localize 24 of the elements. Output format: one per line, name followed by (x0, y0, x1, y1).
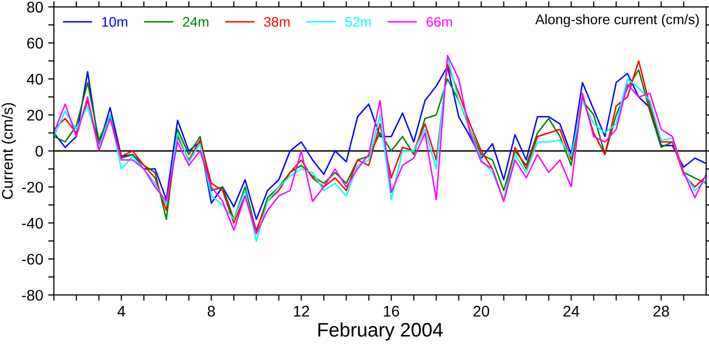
x-tick-label: 16 (384, 306, 400, 317)
y-tick-label: 0 (36, 146, 43, 157)
legend-label: 66m (426, 16, 452, 27)
y-axis-title: Current (cm/s) (2, 103, 16, 199)
legend-label: 24m (182, 16, 208, 27)
legend-label: 38m (264, 16, 290, 27)
x-axis-title: February 2004 (318, 322, 443, 341)
y-tick-label: 60 (27, 38, 43, 49)
x-tick-label: 4 (117, 306, 126, 316)
x-tick-label: 8 (208, 306, 215, 317)
y-tick-label: 40 (26, 74, 43, 85)
x-tick-label: 24 (563, 306, 580, 316)
x-tick-label: 12 (294, 306, 310, 316)
y-tick-label: 20 (27, 110, 43, 121)
legend-label: 52m (345, 16, 371, 27)
x-tick-label: 20 (474, 306, 490, 317)
y-tick-label: -80 (22, 290, 43, 301)
y-tick-label: -20 (22, 182, 43, 193)
annotation: Along-shore current (cm/s) (535, 14, 699, 28)
y-tick-label: -60 (22, 254, 43, 265)
legend-label: 10m (102, 16, 128, 27)
x-tick-label: 28 (653, 306, 670, 317)
y-tick-label: -40 (22, 218, 43, 229)
y-tick-label: 80 (27, 2, 43, 13)
